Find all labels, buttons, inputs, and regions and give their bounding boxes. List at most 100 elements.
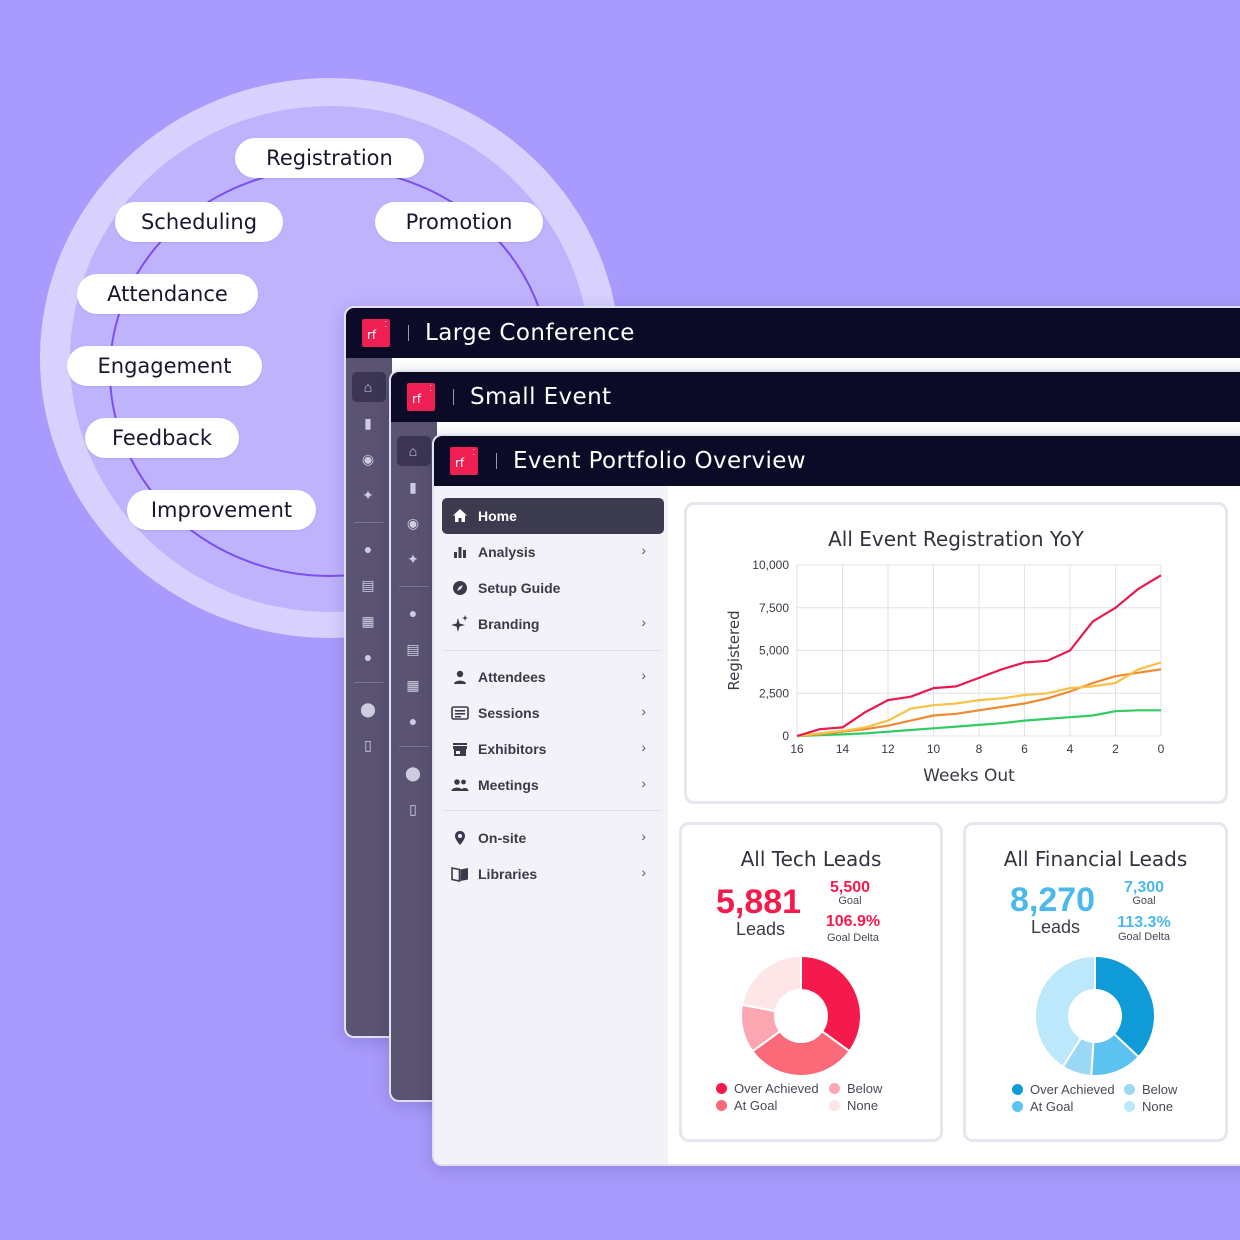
y-axis-label: Registered bbox=[725, 610, 743, 690]
donut-slice-none bbox=[1034, 954, 1096, 1069]
financial-delta-value: 113.3% bbox=[1117, 914, 1171, 931]
chart-title: All Event Registration YoY bbox=[828, 527, 1084, 551]
location-pin-icon[interactable]: ⬤ bbox=[405, 765, 421, 781]
chevron-right-icon: › bbox=[641, 739, 646, 755]
window-title: Small Event bbox=[470, 384, 612, 410]
bar-chart-icon bbox=[451, 543, 469, 561]
person-icon[interactable]: ● bbox=[408, 605, 418, 621]
titlebar: rf ⁚ Large Conference bbox=[346, 308, 1240, 358]
lifecycle-promotion: Promotion bbox=[375, 202, 543, 242]
registration-chart-card: All Event Registration YoY 0 2,500 5,000 7,… bbox=[684, 502, 1228, 804]
sidebar-item-label: Branding bbox=[478, 616, 540, 632]
rf-logo: rf ⁚ bbox=[362, 319, 390, 347]
financial-goal-value: 7,300 bbox=[1123, 879, 1165, 896]
lifecycle-feedback: Feedback bbox=[85, 418, 239, 458]
book-icon bbox=[451, 865, 469, 883]
location-pin-icon bbox=[451, 829, 469, 847]
sidebar: Home Analysis › Setup Guide Branding › A… bbox=[434, 486, 668, 1164]
x-axis-label: Weeks Out bbox=[923, 766, 1015, 786]
legend-at-goal: At Goal bbox=[1012, 1099, 1073, 1114]
card-title: All Financial Leads bbox=[1003, 847, 1188, 871]
sessions-icon[interactable]: ▤ bbox=[406, 641, 420, 657]
window-title: Large Conference bbox=[425, 320, 635, 346]
sparkle-icon[interactable]: ✦ bbox=[407, 551, 419, 567]
location-pin-icon[interactable]: ⬤ bbox=[360, 701, 376, 717]
financial-leads-label: Leads bbox=[1031, 917, 1081, 937]
lifecycle-attendance: Attendance bbox=[77, 274, 258, 314]
x-tick-label: 2 bbox=[1112, 742, 1119, 756]
home-icon bbox=[451, 507, 469, 525]
bar-chart-icon[interactable]: ▮ bbox=[409, 479, 417, 495]
sidebar-item-attendees[interactable]: Attendees › bbox=[442, 659, 664, 695]
person-icon bbox=[451, 668, 469, 686]
x-tick-label: 12 bbox=[881, 742, 895, 756]
tech-leads-card: All Tech Leads 5,881 Leads 5,500 Goal 10… bbox=[679, 822, 943, 1142]
financial-leads-donut bbox=[1034, 954, 1156, 1077]
sessions-icon bbox=[451, 704, 469, 722]
x-tick-label: 4 bbox=[1067, 742, 1074, 756]
x-tick-label: 0 bbox=[1158, 742, 1165, 756]
chevron-right-icon: › bbox=[641, 864, 646, 880]
titlebar: rf ⁚ Event Portfolio Overview bbox=[434, 436, 1240, 486]
people-icon bbox=[451, 776, 469, 794]
sidebar-item-label: Exhibitors bbox=[478, 741, 547, 757]
card-title: All Tech Leads bbox=[740, 847, 882, 871]
storefront-icon[interactable]: ▦ bbox=[406, 677, 420, 693]
chevron-right-icon: › bbox=[641, 828, 646, 844]
sidebar-item-on-site[interactable]: On-site › bbox=[442, 820, 664, 856]
book-icon[interactable]: ▯ bbox=[409, 801, 417, 817]
chevron-right-icon: › bbox=[641, 667, 646, 683]
sidebar-item-meetings[interactable]: Meetings › bbox=[442, 767, 664, 803]
home-icon[interactable]: ⌂ bbox=[363, 379, 373, 395]
line-chart: 0 2,500 5,000 7,500 10,000 16 14 12 10 8 6 4 2 0 Weeks… bbox=[725, 558, 1165, 786]
financial-leads-count: 8,270 bbox=[1010, 881, 1096, 919]
x-tick-label: 6 bbox=[1021, 742, 1028, 756]
lifecycle-scheduling: Scheduling bbox=[115, 202, 283, 242]
lifecycle-engagement: Engagement bbox=[67, 346, 262, 386]
home-icon[interactable]: ⌂ bbox=[408, 443, 418, 459]
person-icon[interactable]: ● bbox=[363, 541, 373, 557]
donut-slice-over-achieved bbox=[800, 954, 862, 1053]
compass-icon[interactable]: ◉ bbox=[361, 451, 375, 467]
storefront-icon[interactable]: ▦ bbox=[361, 613, 375, 629]
legend-below: Below bbox=[829, 1081, 882, 1096]
legend-at-goal: At Goal bbox=[716, 1098, 777, 1113]
bar-chart-icon[interactable]: ▮ bbox=[364, 415, 372, 431]
sidebar-item-label: On-site bbox=[478, 830, 527, 846]
y-tick-label: 5,000 bbox=[759, 644, 789, 658]
series-line bbox=[796, 668, 1162, 738]
people-icon[interactable]: ● bbox=[408, 713, 418, 729]
compass-icon[interactable]: ◉ bbox=[406, 515, 420, 531]
tech-leads-donut bbox=[740, 954, 862, 1077]
legend-none: None bbox=[829, 1098, 878, 1113]
donut-slice-at-goal bbox=[751, 1029, 851, 1077]
tech-goal-value: 5,500 bbox=[829, 879, 871, 896]
sidebar-item-analysis[interactable]: Analysis › bbox=[442, 534, 664, 570]
financial-leads-card: All Financial Leads 8,270 Leads 7,300 Go… bbox=[963, 822, 1228, 1142]
chevron-right-icon: › bbox=[641, 542, 646, 558]
sidebar-item-exhibitors[interactable]: Exhibitors › bbox=[442, 731, 664, 767]
x-tick-label: 16 bbox=[790, 742, 804, 756]
series-line bbox=[796, 574, 1162, 738]
sidebar-item-label: Meetings bbox=[478, 777, 539, 793]
y-tick-label: 10,000 bbox=[752, 558, 789, 572]
sidebar-item-branding[interactable]: Branding › bbox=[442, 606, 664, 642]
sidebar-item-sessions[interactable]: Sessions › bbox=[442, 695, 664, 731]
people-icon[interactable]: ● bbox=[363, 649, 373, 665]
donut-slice-over-achieved bbox=[1094, 954, 1156, 1059]
sidebar-item-libraries[interactable]: Libraries › bbox=[442, 856, 664, 892]
sparkle-icon[interactable]: ✦ bbox=[362, 487, 374, 503]
tech-leads-count: 5,881 bbox=[716, 883, 802, 921]
sessions-icon[interactable]: ▤ bbox=[361, 577, 375, 593]
sidebar-item-label: Libraries bbox=[478, 866, 538, 882]
window-event-portfolio-overview: rf ⁚ Event Portfolio Overview Home Analys… bbox=[432, 434, 1240, 1166]
chevron-right-icon: › bbox=[641, 775, 646, 791]
sidebar-item-label: Attendees bbox=[478, 669, 546, 685]
lifecycle-registration: Registration bbox=[235, 138, 424, 178]
y-tick-label: 2,500 bbox=[759, 686, 789, 700]
sidebar-item-home[interactable]: Home bbox=[442, 498, 664, 534]
x-tick-label: 10 bbox=[927, 742, 941, 756]
book-icon[interactable]: ▯ bbox=[364, 737, 372, 753]
sidebar-item-setup-guide[interactable]: Setup Guide bbox=[442, 570, 664, 606]
